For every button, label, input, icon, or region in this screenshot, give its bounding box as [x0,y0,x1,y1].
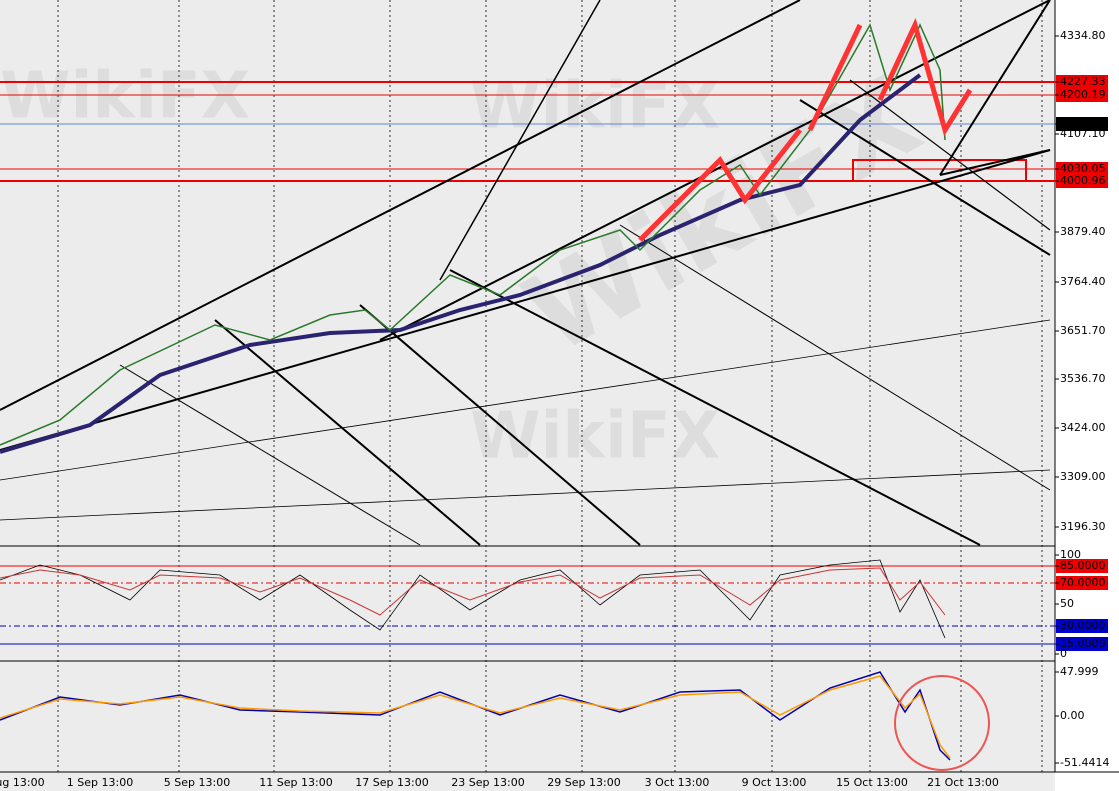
axis-label: 3196.30 [1060,520,1106,533]
axis-label: 4000.96 [1060,174,1106,187]
time-label: ug 13:00 [0,776,45,789]
axis-label: 3536.70 [1060,372,1106,385]
axis-label: 3309.00 [1060,470,1106,483]
price-tag [1056,559,1108,573]
rsi-panel [0,559,1055,645]
axis-label: 30.0000 [1060,619,1106,632]
watermark: WikiFX [470,400,720,474]
price-tag [1056,637,1108,651]
price-line [0,23,946,446]
axis-label: 3879.40 [1060,225,1106,238]
time-label: 9 Oct 13:00 [742,776,807,789]
axis-label: 70.0000 [1060,576,1106,589]
annotation-arrows [638,17,973,242]
axis-label: 3424.00 [1060,421,1106,434]
axis-label: 0 [1060,647,1067,660]
axis-label: 4227.33 [1060,75,1106,88]
axis-label: 100 [1060,548,1081,561]
watermark: WikiFX [470,70,720,144]
price-tag [1056,117,1108,131]
time-label: 11 Sep 13:00 [259,776,332,789]
axis-label: 85.0000 [1060,559,1106,572]
time-label: 3 Oct 13:00 [645,776,710,789]
moving-average [0,73,922,454]
axis-label: 3651.70 [1060,324,1106,337]
axis-label: -51.4414 [1060,756,1109,769]
price-tag [1056,162,1108,176]
time-label: 15 Oct 13:00 [836,776,908,789]
axis-label: 4107.10 [1060,127,1106,140]
price-tag [1056,174,1108,188]
time-label: 29 Sep 13:00 [547,776,620,789]
time-label: 5 Sep 13:00 [164,776,230,789]
watermark: WikiFX [0,60,250,134]
price-tag [1056,88,1108,102]
macd-panel [0,671,990,771]
price-tag [1056,619,1108,633]
axis-label: 4128.17 [1060,117,1106,130]
axis-label: 4030.05 [1060,162,1106,175]
price-scale [1055,0,1119,791]
time-label: 21 Oct 13:00 [927,776,999,789]
trend-lines [0,0,1051,546]
axis-label: 47.999 [1060,665,1099,678]
axis-label: 4334.80 [1060,29,1106,42]
time-label: 23 Sep 13:00 [451,776,524,789]
axis-label: 4200.19 [1060,88,1106,101]
axis-label: 15.0000 [1060,637,1106,650]
price-tag [1056,75,1108,89]
time-label: 17 Sep 13:00 [355,776,428,789]
axis-label: 3764.40 [1060,275,1106,288]
time-label: 1 Sep 13:00 [67,776,133,789]
price-tag [1056,576,1108,590]
axis-label: 0.00 [1060,709,1085,722]
axis-label: 50 [1060,597,1074,610]
